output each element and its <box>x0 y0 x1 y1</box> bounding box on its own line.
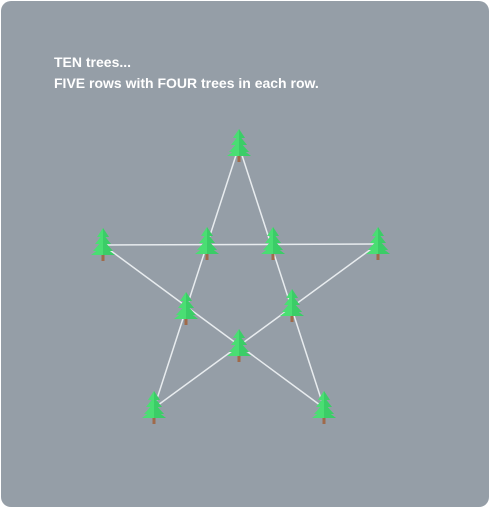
puzzle-title: TEN trees... <box>54 54 132 70</box>
pine-tree-icon <box>195 227 219 260</box>
row-line-1 <box>102 243 379 246</box>
row-line-3 <box>238 145 325 409</box>
row-line-4 <box>102 244 325 409</box>
pine-tree-icon <box>91 228 115 261</box>
row-line-5 <box>153 243 379 409</box>
row-line-2 <box>153 145 240 409</box>
tree-layer <box>91 129 390 424</box>
pine-tree-icon <box>227 129 251 162</box>
pine-tree-icon <box>280 289 304 322</box>
pine-tree-icon <box>366 227 390 260</box>
puzzle-subtitle: FIVE rows with FOUR trees in each row. <box>54 75 319 91</box>
pine-tree-icon <box>261 227 285 260</box>
pine-tree-icon <box>142 391 166 424</box>
pine-tree-icon <box>312 391 336 424</box>
puzzle-prompt: TEN trees... FIVE rows with FOUR trees i… <box>54 52 319 94</box>
pine-tree-icon <box>227 329 251 362</box>
pine-tree-icon <box>174 292 198 325</box>
star-lines <box>102 145 379 409</box>
